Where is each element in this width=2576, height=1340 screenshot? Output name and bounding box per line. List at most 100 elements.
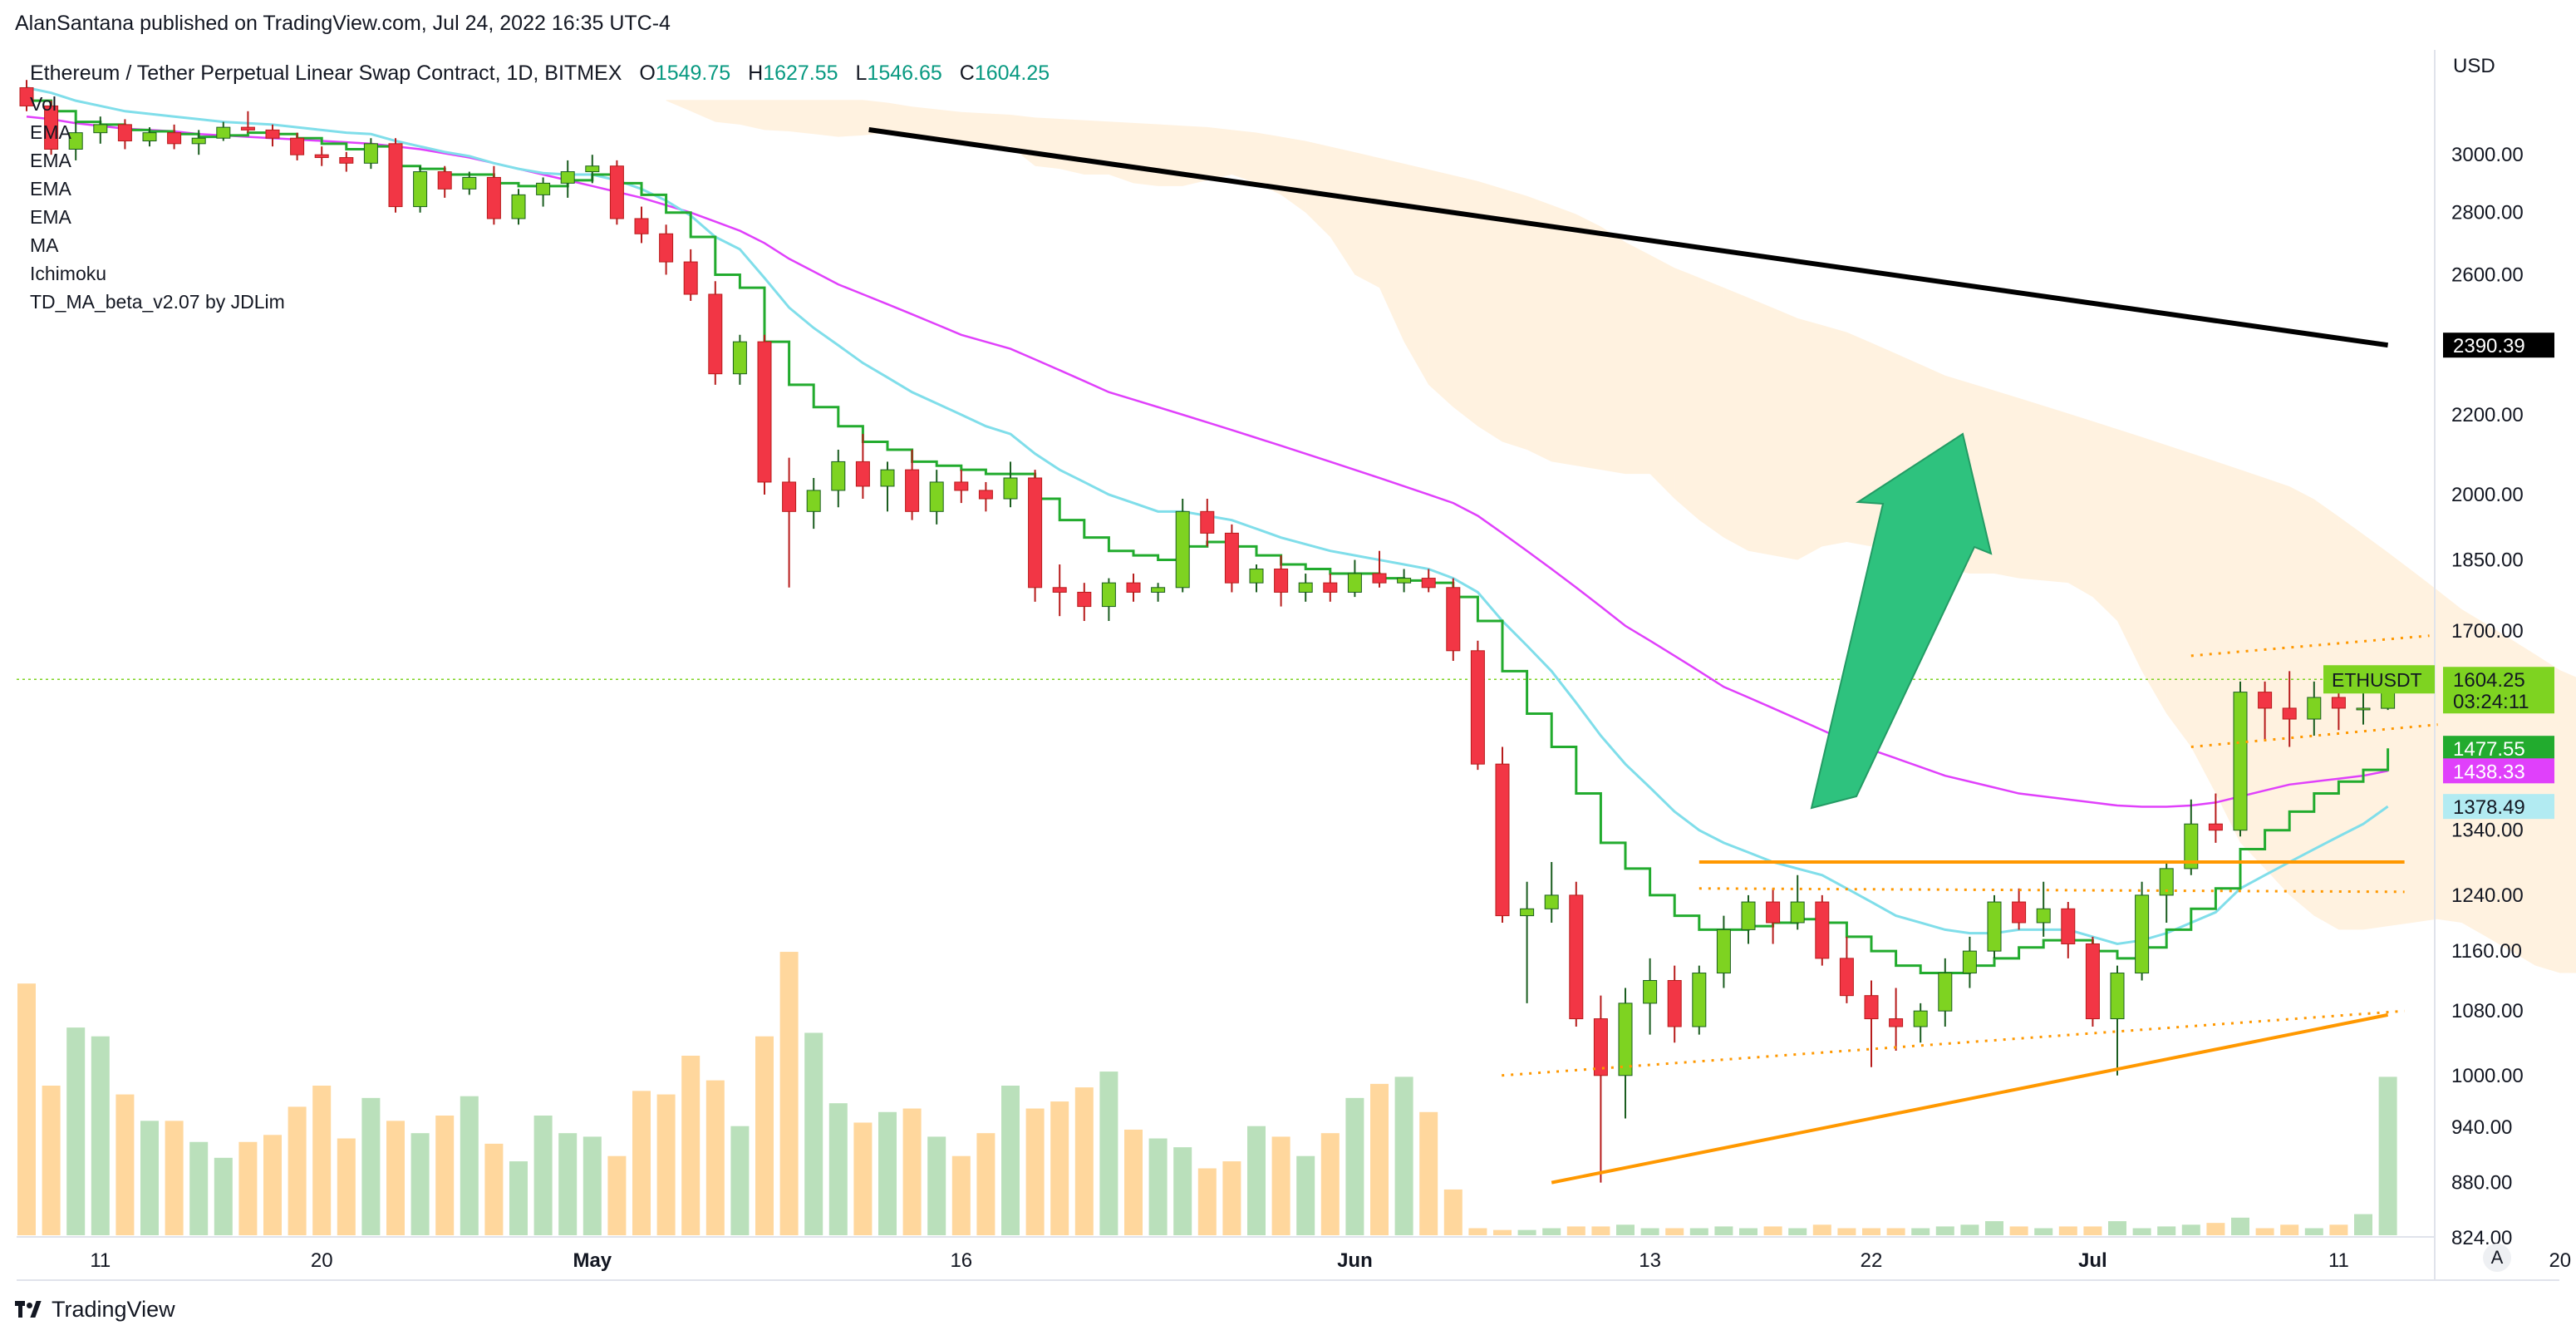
cloud-segment	[2141, 436, 2167, 714]
indicator-ema-2[interactable]: EMA	[30, 150, 71, 171]
volume-bar	[1148, 1138, 1168, 1235]
volume-bar	[1689, 1228, 1708, 1235]
drawings[interactable]	[868, 127, 2438, 1185]
tradingview-wordmark: TradingView	[52, 1297, 175, 1322]
volume-bar	[460, 1096, 479, 1235]
volume-bar	[2034, 1228, 2053, 1235]
cloud-segment	[2190, 453, 2216, 794]
candle-body	[1544, 894, 1559, 909]
cloud-segment	[1526, 195, 1552, 462]
cloud-segment	[2313, 499, 2339, 930]
candle-body	[1274, 569, 1289, 593]
candle-body	[683, 261, 698, 295]
volume-bar	[1837, 1228, 1856, 1235]
ema-green-tag	[2443, 736, 2554, 761]
volume-bar	[2329, 1224, 2348, 1235]
candle-body	[339, 157, 354, 164]
volume-bar	[17, 983, 36, 1235]
candle-body	[954, 481, 969, 491]
indicator-ichimoku[interactable]: Ichimoku	[30, 263, 107, 284]
cloud-segment	[2018, 397, 2044, 581]
candle-body	[1446, 587, 1461, 652]
indicator-ema-1[interactable]: EMA	[30, 121, 71, 143]
time-tick-label: Jul	[2078, 1249, 2107, 1272]
volume-bar	[1345, 1097, 1364, 1235]
cloud-segment	[715, 100, 740, 125]
green-arrow	[1810, 432, 1993, 810]
candle-body	[1839, 958, 1854, 997]
volume-bar	[2083, 1226, 2102, 1235]
cloud-segment	[789, 100, 814, 135]
volume-bar	[1960, 1224, 1979, 1235]
cloud-segment	[2043, 406, 2068, 584]
volume-bar	[2058, 1226, 2077, 1235]
candle-body	[1175, 510, 1190, 589]
price-tick-label: 1700.00	[2451, 620, 2524, 643]
candle-body	[732, 341, 747, 375]
candlesticks	[19, 80, 2396, 1183]
volume-bar	[1443, 1189, 1463, 1235]
candle-body	[413, 171, 428, 208]
volume-bars	[17, 952, 2397, 1235]
auto-scale-button[interactable]: A	[2483, 1244, 2511, 1272]
volume-bar	[1812, 1224, 1831, 1235]
candle-body	[2233, 692, 2248, 831]
time-tick-label: 22	[1861, 1249, 1883, 1272]
candle-body	[191, 137, 206, 145]
volume-bar	[2132, 1228, 2151, 1235]
candle-body	[1716, 929, 1731, 974]
volume-bar	[1788, 1228, 1807, 1235]
cloud-segment	[1994, 390, 2019, 579]
volume-bar	[312, 1086, 332, 1235]
indicator-ema-4[interactable]: EMA	[30, 206, 71, 228]
volume-bar	[755, 1036, 774, 1235]
candle-body	[2012, 901, 2027, 924]
candle-body	[1470, 650, 1485, 765]
volume-bar	[1985, 1221, 2003, 1235]
candle-body	[2159, 868, 2174, 896]
cloud-segment	[1207, 126, 1232, 180]
volume-bar	[828, 1103, 848, 1235]
support-trendline	[1551, 1012, 2388, 1185]
currency-label[interactable]: USD	[2453, 55, 2495, 77]
candle-body	[978, 490, 993, 500]
candle-body	[240, 126, 255, 131]
volume-bar	[705, 1080, 725, 1235]
ohlc-open: O1549.75	[639, 62, 731, 85]
price-tick-label: 2000.00	[2451, 484, 2524, 506]
candle-body	[1593, 1018, 1608, 1076]
volume-bar	[1124, 1129, 1143, 1235]
volume-bar	[1247, 1126, 1266, 1235]
candle-body	[1643, 980, 1658, 1004]
candle-body	[93, 124, 108, 134]
volume-bar	[558, 1133, 578, 1235]
candle-body	[2110, 973, 2125, 1020]
volume-bar	[533, 1116, 553, 1235]
candle-body	[1618, 1003, 1633, 1076]
cloud-segment	[1453, 175, 1478, 426]
volume-bar	[1370, 1083, 1389, 1235]
indicator-ema-3[interactable]: EMA	[30, 178, 71, 200]
indicator-list: Vol EMA EMA EMA EMA MA Ichimoku TD_MA_be…	[30, 90, 285, 316]
price-tick-label: 880.00	[2451, 1172, 2512, 1195]
cloud-segment	[1797, 318, 1822, 560]
ohlc-low: L1546.65	[855, 62, 942, 85]
time-tick-label: 16	[950, 1249, 972, 1272]
candle-body	[855, 461, 870, 487]
cloud-segment	[1846, 332, 1871, 547]
cloud-segment	[961, 111, 986, 150]
cloud-segment	[1502, 188, 1527, 450]
volume-bar	[583, 1136, 602, 1235]
cloud-segment	[1821, 325, 1847, 547]
indicator-vol[interactable]: Vol	[30, 93, 57, 115]
candle-body	[1962, 950, 1977, 974]
cloud-segment	[986, 113, 1010, 150]
volume-bar	[2157, 1226, 2176, 1235]
volume-bar	[902, 1108, 922, 1235]
cloud-segment	[1576, 214, 1601, 470]
volume-bar	[1591, 1226, 1610, 1235]
indicator-td-ma[interactable]: TD_MA_beta_v2.07 by JDLim	[30, 291, 285, 313]
price-tick-label: 2600.00	[2451, 264, 2524, 286]
indicator-ma[interactable]: MA	[30, 234, 59, 256]
